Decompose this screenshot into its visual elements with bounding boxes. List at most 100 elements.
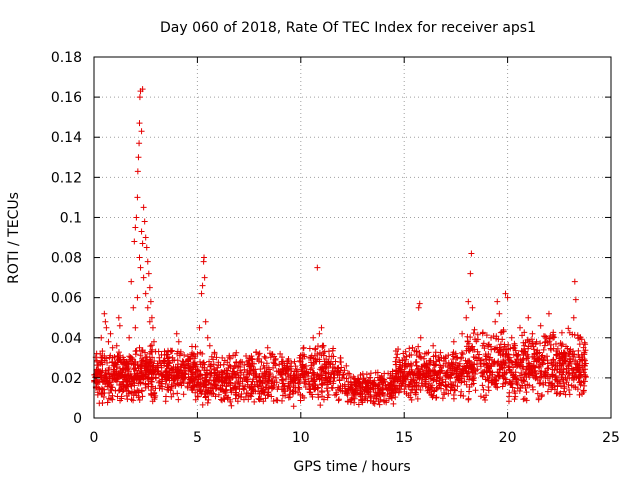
data-point xyxy=(177,379,184,386)
data-point xyxy=(485,363,492,370)
data-point xyxy=(139,240,146,247)
data-point xyxy=(116,322,123,329)
data-point xyxy=(125,368,132,375)
data-point xyxy=(130,397,137,404)
data-point xyxy=(437,385,444,392)
data-point xyxy=(111,370,118,377)
data-point xyxy=(501,343,508,350)
data-point xyxy=(197,358,204,365)
data-point xyxy=(142,234,149,241)
data-point xyxy=(136,344,143,351)
data-point xyxy=(503,346,510,353)
data-point xyxy=(305,370,312,377)
data-point xyxy=(443,383,450,390)
data-point xyxy=(92,378,99,385)
data-point xyxy=(522,348,529,355)
data-point xyxy=(527,369,534,376)
data-point xyxy=(493,335,500,342)
data-point xyxy=(520,339,527,346)
data-point xyxy=(435,354,442,361)
data-point xyxy=(531,350,538,357)
data-point xyxy=(97,350,104,357)
data-point xyxy=(392,358,399,365)
data-point xyxy=(317,402,324,409)
data-point xyxy=(393,361,400,368)
data-point xyxy=(201,254,208,261)
data-point xyxy=(477,363,484,370)
data-point xyxy=(260,362,267,369)
data-point xyxy=(471,346,478,353)
data-point xyxy=(572,296,579,303)
data-point xyxy=(570,348,577,355)
data-point xyxy=(433,394,440,401)
data-point xyxy=(288,360,295,367)
data-point xyxy=(148,378,155,385)
data-point xyxy=(184,365,191,372)
data-point xyxy=(502,290,509,297)
data-point xyxy=(117,397,124,404)
data-point xyxy=(547,341,554,348)
data-point xyxy=(256,378,263,385)
data-point xyxy=(231,362,238,369)
data-point xyxy=(351,390,358,397)
data-point xyxy=(384,386,391,393)
data-point xyxy=(399,380,406,387)
data-point xyxy=(559,353,566,360)
data-point xyxy=(500,357,507,364)
data-point xyxy=(414,366,421,373)
data-point xyxy=(581,382,588,389)
data-point xyxy=(574,361,581,368)
data-point xyxy=(260,389,267,396)
data-point xyxy=(130,304,137,311)
y-tick-label: 0.14 xyxy=(51,130,82,146)
data-point xyxy=(369,379,376,386)
data-point xyxy=(296,354,303,361)
data-point xyxy=(491,359,498,366)
data-point xyxy=(534,347,541,354)
data-point xyxy=(502,375,509,382)
data-point xyxy=(502,360,509,367)
data-point xyxy=(203,371,210,378)
data-point xyxy=(141,218,148,225)
data-point xyxy=(519,332,526,339)
data-point xyxy=(194,379,201,386)
data-point xyxy=(143,244,150,251)
data-point xyxy=(215,391,222,398)
data-point xyxy=(99,399,106,406)
data-point xyxy=(349,395,356,402)
data-point xyxy=(423,373,430,380)
x-tick-label: 25 xyxy=(602,430,620,446)
data-point xyxy=(363,379,370,386)
data-point xyxy=(570,353,577,360)
data-point xyxy=(507,381,514,388)
data-point xyxy=(204,399,211,406)
data-point xyxy=(348,396,355,403)
data-point xyxy=(257,395,264,402)
data-point xyxy=(468,250,475,257)
data-point xyxy=(437,349,444,356)
data-point xyxy=(329,361,336,368)
data-point xyxy=(140,204,147,211)
data-point xyxy=(454,354,461,361)
data-point xyxy=(580,378,587,385)
data-point xyxy=(272,374,279,381)
data-point xyxy=(299,362,306,369)
data-point xyxy=(402,348,409,355)
data-point xyxy=(360,376,367,383)
data-point xyxy=(157,382,164,389)
data-point xyxy=(136,254,143,261)
data-point xyxy=(393,354,400,361)
data-point xyxy=(530,386,537,393)
data-point xyxy=(110,362,117,369)
data-point xyxy=(375,398,382,405)
data-point xyxy=(544,388,551,395)
data-point xyxy=(270,373,277,380)
data-point xyxy=(526,338,533,345)
data-point xyxy=(235,374,242,381)
data-point xyxy=(201,391,208,398)
data-point xyxy=(482,352,489,359)
data-point xyxy=(550,334,557,341)
data-point xyxy=(577,334,584,341)
data-point xyxy=(324,387,331,394)
data-point xyxy=(371,400,378,407)
